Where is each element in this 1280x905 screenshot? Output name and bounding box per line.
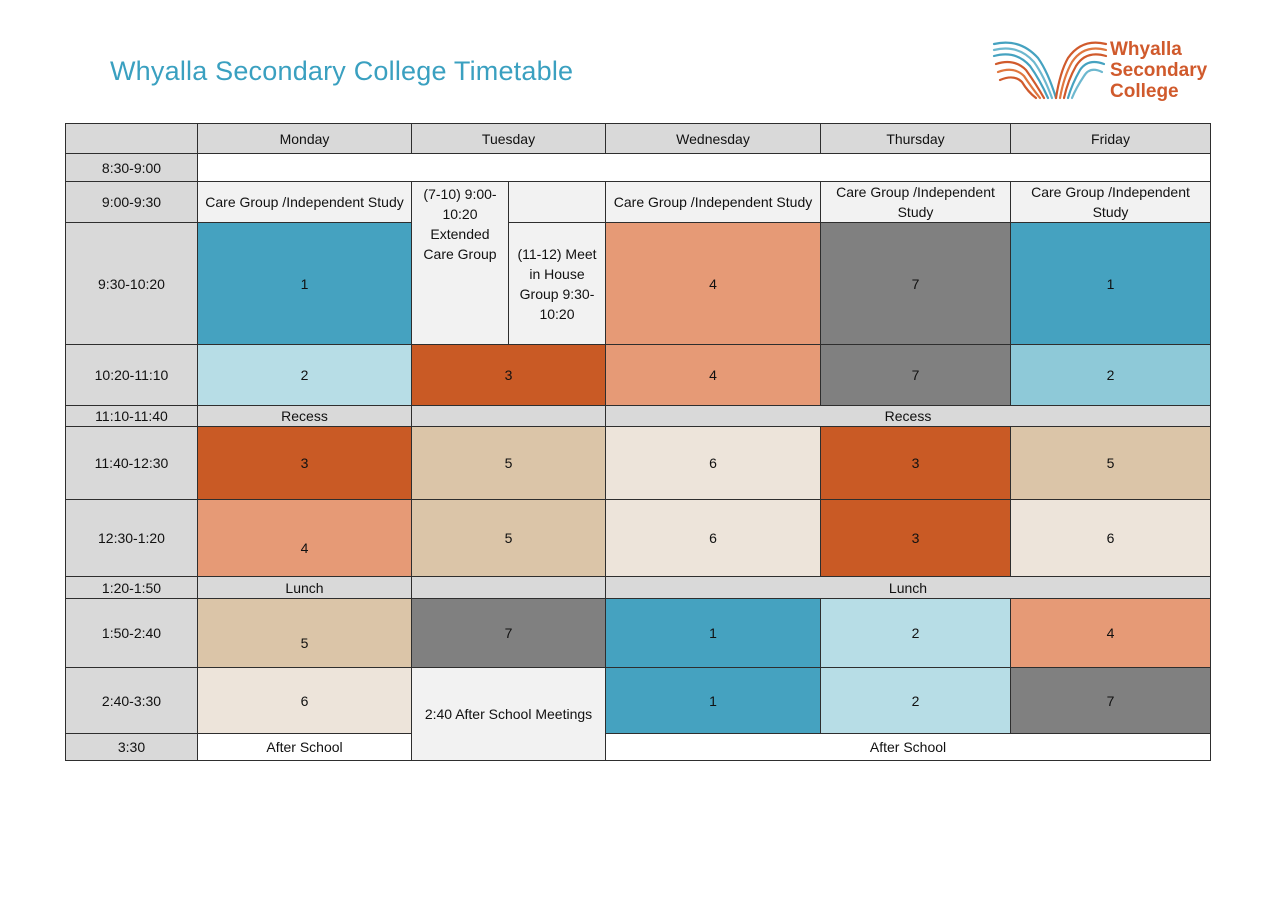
empty-slot	[508, 181, 606, 223]
page-title: Whyalla Secondary College Timetable	[110, 56, 574, 86]
empty-slot	[411, 405, 606, 427]
period-cell: 5	[197, 598, 412, 668]
logo-line-2: Secondary	[1110, 60, 1208, 81]
row-150: 1:50-2:40 5 7 1 2 4	[65, 598, 1211, 668]
period-cell: 1	[1010, 222, 1211, 345]
after-school-meetings-tuesday: 2:40 After School Meetings	[411, 667, 606, 761]
row-900: 9:00-9:30 Care Group /Independent Study …	[65, 181, 1211, 345]
row-lunch: 1:20-1:50 Lunch Lunch	[65, 576, 1211, 599]
time-label: 9:00-9:30	[65, 181, 198, 223]
period-cell: 3	[820, 499, 1011, 577]
day-header-tuesday: Tuesday	[411, 123, 606, 154]
period-cell: 2	[1010, 344, 1211, 406]
timetable: Monday Tuesday Wednesday Thursday Friday…	[65, 123, 1211, 761]
care-group-monday: Care Group /Independent Study	[197, 181, 412, 223]
corner-cell	[65, 123, 198, 154]
row-1020: 10:20-11:10 2 3 4 7 2	[65, 344, 1211, 406]
period-cell: 6	[1010, 499, 1211, 577]
care-group-friday: Care Group /Independent Study	[1010, 181, 1211, 223]
period-cell: 6	[605, 499, 821, 577]
row-1140: 11:40-12:30 3 5 6 3 5	[65, 426, 1211, 500]
row-1230: 12:30-1:20 4 5 6 3 6	[65, 499, 1211, 577]
period-cell: 1	[605, 598, 821, 668]
period-cell: 1	[605, 667, 821, 734]
period-cell: 6	[605, 426, 821, 500]
day-header-wednesday: Wednesday	[605, 123, 821, 154]
wave-wings-logo-icon	[992, 41, 1108, 100]
time-label: 10:20-11:10	[65, 344, 198, 406]
period-cell: 2	[820, 598, 1011, 668]
period-cell: 2	[820, 667, 1011, 734]
period-cell: 5	[411, 499, 606, 577]
period-cell: 7	[820, 344, 1011, 406]
period-cell: 4	[197, 499, 412, 577]
time-label: 1:50-2:40	[65, 598, 198, 668]
row-240: 2:40-3:30 6 2:40 After School Meetings 1…	[65, 667, 1211, 761]
period-cell: 3	[820, 426, 1011, 500]
extended-care-group-tuesday: (7-10) 9:00-10:20 Extended Care Group	[411, 181, 509, 345]
period-cell: 4	[1010, 598, 1211, 668]
period-cell: 7	[411, 598, 606, 668]
time-label: 8:30-9:00	[65, 153, 198, 182]
day-header-thursday: Thursday	[820, 123, 1011, 154]
logo-text: Whyalla Secondary College	[1110, 39, 1207, 102]
logo-line-3: College	[1110, 81, 1179, 102]
period-cell: 2	[197, 344, 412, 406]
row-recess: 11:10-11:40 Recess Recess	[65, 405, 1211, 427]
row-930: 9:30-10:20 1 (11-12) Meet in House Group…	[65, 222, 1211, 345]
period-cell: 7	[820, 222, 1011, 345]
time-label: 3:30	[65, 733, 198, 761]
period-cell: 6	[197, 667, 412, 734]
after-school-wed-fri: After School	[605, 733, 1211, 761]
recess-monday: Recess	[197, 405, 412, 427]
time-label: 1:20-1:50	[65, 576, 198, 599]
care-group-wednesday: Care Group /Independent Study	[605, 181, 821, 223]
period-cell: 4	[605, 344, 821, 406]
time-label: 11:10-11:40	[65, 405, 198, 427]
time-label: 12:30-1:20	[65, 499, 198, 577]
period-cell: 3	[411, 344, 606, 406]
lunch-monday: Lunch	[197, 576, 412, 599]
row-830: 8:30-9:00	[65, 153, 1211, 182]
recess-wed-fri: Recess	[605, 405, 1211, 427]
period-cell: 3	[197, 426, 412, 500]
lunch-wed-fri: Lunch	[605, 576, 1211, 599]
empty-slot	[197, 153, 1211, 182]
logo-line-1: Whyalla	[1110, 39, 1182, 60]
header-row: Monday Tuesday Wednesday Thursday Friday	[65, 123, 1211, 154]
period-cell: 7	[1010, 667, 1211, 734]
time-label: 11:40-12:30	[65, 426, 198, 500]
period-cell: 5	[411, 426, 606, 500]
empty-slot	[411, 576, 606, 599]
day-header-friday: Friday	[1010, 123, 1211, 154]
house-group-tuesday: (11-12) Meet in House Group 9:30-10:20	[508, 222, 606, 345]
period-cell: 1	[197, 222, 412, 345]
college-logo: Whyalla Secondary College	[990, 36, 1230, 108]
day-header-monday: Monday	[197, 123, 412, 154]
row-330: 3:30 After School After School	[65, 733, 1211, 761]
period-cell: 5	[1010, 426, 1211, 500]
time-label: 2:40-3:30	[65, 667, 198, 734]
period-cell: 4	[605, 222, 821, 345]
time-label: 9:30-10:20	[65, 222, 198, 345]
care-group-thursday: Care Group /Independent Study	[820, 181, 1011, 223]
after-school-monday: After School	[197, 733, 412, 761]
